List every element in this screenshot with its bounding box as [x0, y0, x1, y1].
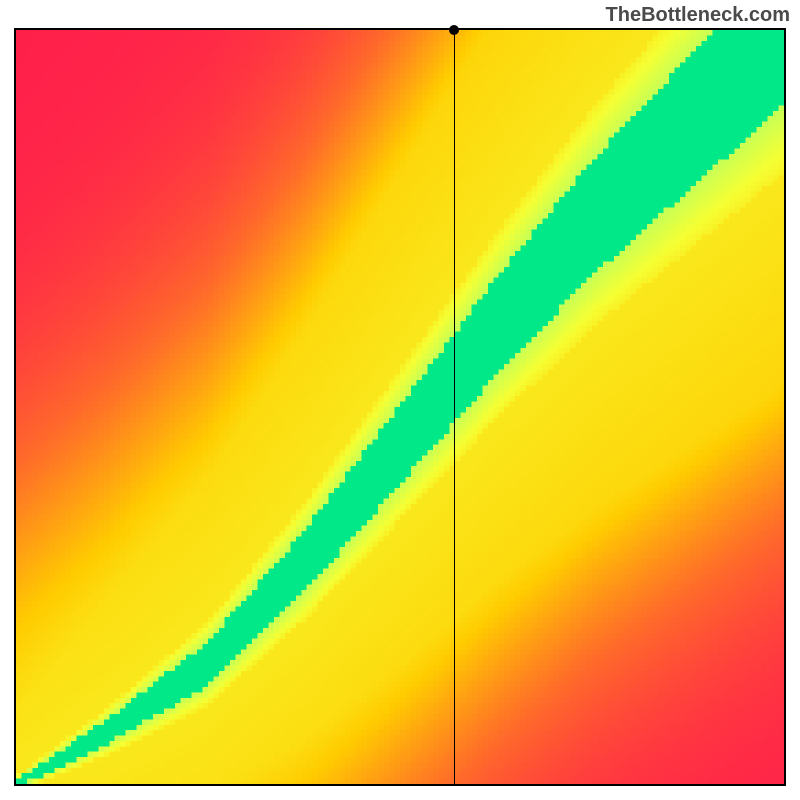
attribution-text: TheBottleneck.com: [606, 4, 790, 27]
vertical-marker-line: [454, 30, 455, 784]
plot-area: [14, 28, 786, 786]
vertical-marker-dot: [449, 25, 459, 35]
bottleneck-heatmap: [16, 30, 784, 784]
